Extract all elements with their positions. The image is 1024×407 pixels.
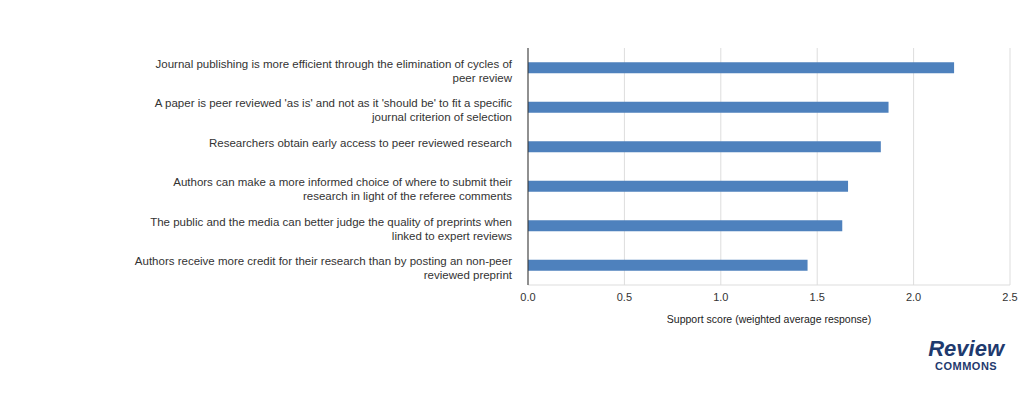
svg-text:The public and the media can b: The public and the media can better judg… bbox=[150, 216, 512, 242]
svg-text:A paper is peer reviewed 'as i: A paper is peer reviewed 'as is' and not… bbox=[155, 97, 512, 123]
svg-text:2.5: 2.5 bbox=[1002, 291, 1016, 303]
html-text:COMMONS: COMMONS bbox=[935, 360, 998, 372]
svg-text:Researchers obtain early acces: Researchers obtain early access to peer … bbox=[209, 137, 512, 149]
svg-text:Journal publishing is more eff: Journal publishing is more efficient thr… bbox=[156, 58, 513, 84]
html-text:Review: Review bbox=[928, 336, 1004, 361]
svg-text:0.0: 0.0 bbox=[520, 291, 535, 303]
svg-text:1.5: 1.5 bbox=[810, 291, 825, 303]
svg-text:1.0: 1.0 bbox=[713, 291, 728, 303]
svg-text:Authors receive more credit fo: Authors receive more credit for their re… bbox=[135, 255, 513, 281]
svg-text:2.0: 2.0 bbox=[906, 291, 921, 303]
svg-text:0.5: 0.5 bbox=[617, 291, 632, 303]
svg-text:Authors can make a more inform: Authors can make a more informed choice … bbox=[173, 176, 512, 202]
svg-text:Support score (weighted averag: Support score (weighted average response… bbox=[667, 313, 871, 325]
